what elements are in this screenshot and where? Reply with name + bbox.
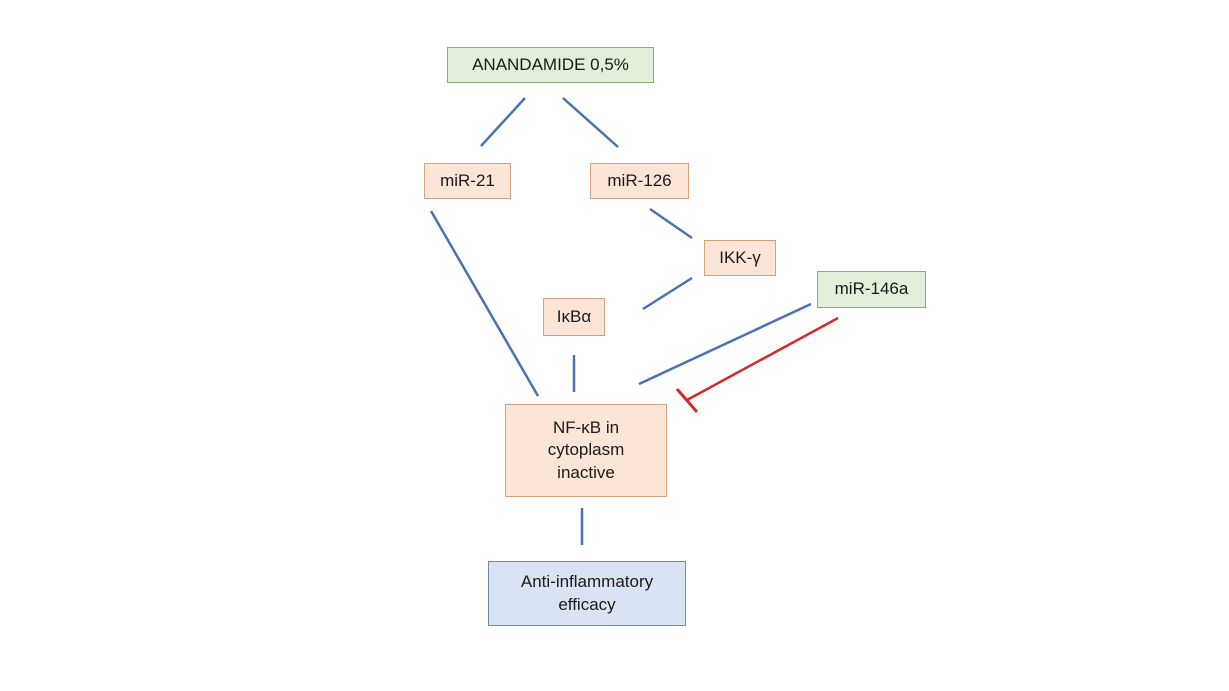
- mir126-label: miR-126: [607, 170, 672, 190]
- efficacy-line-1: Anti-inflammatory: [520, 572, 654, 592]
- nfkb-line-2: cytoplasm: [547, 440, 625, 460]
- arrow-ikk-to-ikba: [642, 276, 693, 311]
- mir146a-label: miR-146a: [834, 279, 909, 299]
- mir126-node: miR-126: [590, 163, 689, 199]
- ikk-gamma-node: IKK-γ: [704, 240, 776, 276]
- anandamide-node: ANANDAMIDE 0,5%: [447, 47, 654, 83]
- mir21-node: miR-21: [424, 163, 511, 199]
- arrow-mir21-to-nfkb: [429, 210, 540, 397]
- anandamide-label: ANANDAMIDE 0,5%: [472, 54, 629, 74]
- nfkb-line-1: NF-κB in: [552, 418, 620, 438]
- efficacy-node: Anti-inflammatory efficacy: [488, 561, 686, 626]
- arrow-nfkb-to-mir146a: [638, 302, 812, 386]
- arrow-anandamide-to-mir126: [562, 97, 619, 148]
- nfkb-node: NF-κB in cytoplasm inactive: [505, 404, 667, 497]
- mir21-label: miR-21: [440, 170, 495, 190]
- arrow-anandamide-to-mir21: [480, 97, 526, 147]
- arrow-mir126-to-ikk: [649, 207, 693, 240]
- mir146a-node: miR-146a: [817, 271, 926, 308]
- inhibition-mir146a-to-nfkb: [686, 316, 839, 402]
- ikk-gamma-label: IKK-γ: [719, 247, 761, 267]
- ikba-label: IκBα: [556, 306, 592, 326]
- efficacy-line-2: efficacy: [558, 594, 616, 614]
- inhibition-bar: [675, 388, 699, 413]
- nfkb-line-3: inactive: [557, 462, 615, 482]
- ikba-node: IκBα: [543, 298, 605, 336]
